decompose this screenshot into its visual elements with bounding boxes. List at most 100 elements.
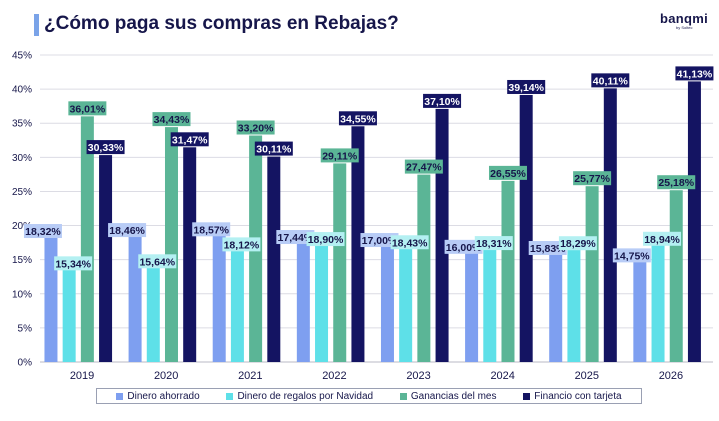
x-tick-label: 2020 [154,370,178,382]
data-label: 30,33% [88,142,124,154]
legend-swatch-regalos [226,392,234,400]
bar [465,252,479,362]
data-label: 15,34% [55,258,91,270]
bar [687,81,701,362]
data-label-bg [236,120,275,135]
data-label-bg [507,79,546,94]
data-label: 31,47% [172,134,208,146]
y-tick-label: 40% [12,85,32,96]
bar [501,180,515,362]
data-label-bg [138,254,177,269]
data-label: 18,90% [308,234,344,246]
data-label-bg [360,233,399,248]
brand-tagline: by Soltec [676,25,693,30]
x-tick-label: 2021 [238,370,262,382]
bar [483,237,497,362]
bar [44,237,58,362]
data-label: 18,12% [224,239,260,251]
data-label-bg [404,159,443,174]
legend-label-tarjeta: Financio con tarjeta [534,390,622,402]
y-tick-label: 10% [12,289,32,300]
legend-item-ganancias: Ganancias del mes [399,391,497,402]
data-label: 33,20% [238,123,274,135]
data-label: 34,43% [154,114,190,126]
bar [435,108,449,362]
legend-item-ahorrado: Dinero ahorrado [116,390,200,402]
data-label: 34,55% [340,113,376,125]
bar [669,190,683,362]
data-label: 17,00% [362,235,398,247]
data-label-bg [573,171,612,186]
bar [212,235,226,362]
data-label: 37,10% [424,96,460,108]
data-label: 18,32% [25,226,61,238]
data-label: 27,47% [406,162,442,174]
data-label: 26,55% [490,168,526,180]
data-label-bg [558,236,597,251]
legend-label-regalos: Dinero de regalos por Navidad [237,390,374,402]
y-tick-label: 45% [12,51,32,62]
legend-label-ahorrado: Dinero ahorrado [127,390,200,402]
data-label-bg [528,241,567,256]
data-label: 15,83% [530,243,566,255]
chart-title: ¿Cómo paga sus compras en Rebajas? [44,13,399,34]
data-label: 18,46% [109,225,145,237]
y-tick-label: 0% [18,358,33,369]
data-label-bg [643,231,682,246]
data-label-bg [192,222,231,237]
y-tick-label: 25% [12,187,32,198]
legend-item-tarjeta: Financio con tarjeta [523,390,622,402]
data-label: 40,11% [593,75,629,87]
bar [417,174,431,362]
brand-name: banqmi [660,11,709,26]
data-label-bg [108,223,147,238]
data-label-bg [675,66,714,81]
data-label: 18,94% [644,234,680,246]
data-label: 41,13% [677,68,713,80]
data-label: 25,18% [658,177,694,189]
bar [567,237,581,362]
data-label-bg [170,132,209,147]
bar [183,147,197,362]
y-tick-label: 20% [12,221,32,232]
data-label: 16,00% [446,242,482,254]
data-label: 29,11% [322,150,358,162]
y-tick-label: 30% [12,153,32,164]
data-label-bg [320,148,359,163]
bar [519,94,533,363]
data-label: 18,31% [476,238,512,250]
bar [267,156,281,362]
bar [380,246,394,362]
legend-item-regalos: Dinero de regalos por Navidad [226,391,373,402]
bar [549,254,563,362]
data-label: 18,29% [560,238,596,250]
bar [315,233,329,362]
data-label-bg [423,93,462,108]
x-tick-label: 2024 [490,370,514,382]
x-tick-label: 2022 [322,370,346,382]
data-label: 18,57% [193,224,229,236]
data-label-bg [86,140,125,155]
x-tick-label: 2025 [575,370,599,382]
legend-swatch-ahorrado [116,392,124,400]
bar [399,236,413,362]
bar [164,127,178,362]
bar [633,261,647,362]
data-label-bg [657,175,696,190]
x-tick-label: 2026 [659,370,683,382]
data-label: 18,43% [392,237,428,249]
y-tick-label: 35% [12,119,32,130]
bar [333,163,347,362]
data-label: 39,14% [508,82,544,94]
bar [651,232,665,362]
data-label: 36,01% [70,103,106,115]
data-label-bg [68,101,107,116]
data-label-bg [591,73,630,88]
data-label-bg [444,239,483,254]
data-label-bg [222,237,261,252]
data-label: 14,75% [614,250,650,262]
data-label-bg [276,230,315,245]
x-tick-label: 2019 [70,370,94,382]
data-label-bg [23,224,62,239]
